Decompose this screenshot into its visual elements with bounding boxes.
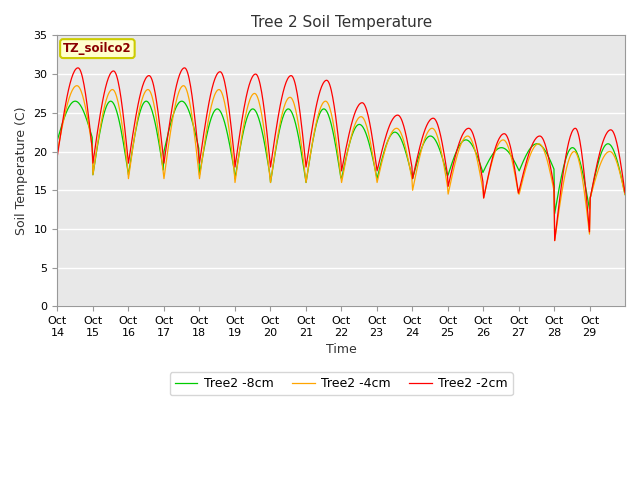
Tree2 -4cm xyxy=(121,142,129,147)
Tree2 -4cm xyxy=(621,192,629,197)
Y-axis label: Soil Temperature (C): Soil Temperature (C) xyxy=(15,107,28,235)
Tree2 -8cm xyxy=(54,137,61,143)
Tree2 -4cm xyxy=(275,128,282,133)
Tree2 -2cm xyxy=(433,119,440,124)
Tree2 -4cm xyxy=(433,131,440,136)
Tree2 -4cm xyxy=(401,141,408,146)
Tree2 -4cm xyxy=(225,127,233,132)
Text: TZ_soilco2: TZ_soilco2 xyxy=(63,42,132,55)
Tree2 -2cm xyxy=(621,190,629,195)
Tree2 -2cm xyxy=(275,111,282,117)
Tree2 -8cm xyxy=(225,139,233,144)
Tree2 -8cm xyxy=(401,145,408,151)
Tree2 -2cm xyxy=(74,65,82,71)
Tree2 -2cm xyxy=(121,125,129,131)
X-axis label: Time: Time xyxy=(326,343,356,356)
Tree2 -2cm xyxy=(253,72,261,78)
Tree2 -8cm xyxy=(551,211,559,216)
Title: Tree 2 Soil Temperature: Tree 2 Soil Temperature xyxy=(251,15,432,30)
Tree2 -4cm xyxy=(253,94,261,99)
Tree2 -8cm xyxy=(433,139,440,144)
Line: Tree2 -4cm: Tree2 -4cm xyxy=(58,86,625,240)
Line: Tree2 -8cm: Tree2 -8cm xyxy=(58,101,625,214)
Tree2 -2cm xyxy=(551,238,559,243)
Tree2 -2cm xyxy=(225,107,233,113)
Tree2 -8cm xyxy=(71,98,79,104)
Tree2 -2cm xyxy=(401,126,408,132)
Tree2 -8cm xyxy=(253,111,261,117)
Tree2 -8cm xyxy=(275,131,282,137)
Legend: Tree2 -8cm, Tree2 -4cm, Tree2 -2cm: Tree2 -8cm, Tree2 -4cm, Tree2 -2cm xyxy=(170,372,513,396)
Tree2 -4cm xyxy=(54,149,61,155)
Line: Tree2 -2cm: Tree2 -2cm xyxy=(58,68,625,240)
Tree2 -8cm xyxy=(121,148,129,154)
Tree2 -4cm xyxy=(551,238,559,243)
Tree2 -4cm xyxy=(73,83,81,89)
Tree2 -8cm xyxy=(621,192,629,197)
Tree2 -2cm xyxy=(54,153,61,158)
